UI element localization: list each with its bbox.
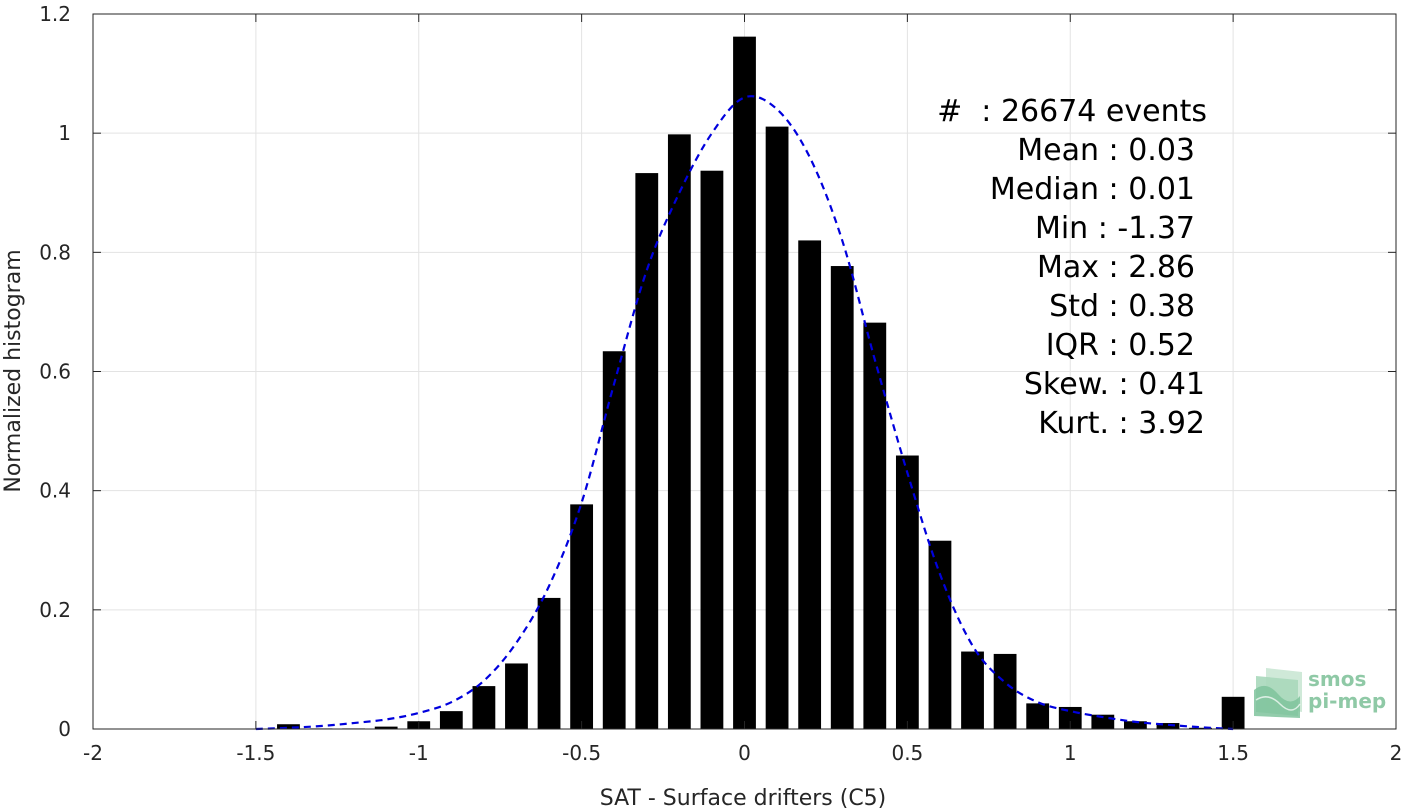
- logo-text-pi-mep: pi-mep: [1308, 689, 1386, 713]
- y-axis-label: Normalized histogram: [1, 249, 26, 492]
- x-tick-label: -1.5: [236, 741, 275, 765]
- histogram-bar: [765, 126, 789, 730]
- histogram-bar: [928, 540, 952, 729]
- stat-std: Std : 0.38: [1049, 289, 1195, 324]
- y-tick-label: 0: [58, 717, 71, 741]
- histogram-bar: [1123, 721, 1147, 729]
- wave-emblem-icon: [1254, 668, 1302, 718]
- histogram-bar: [895, 455, 919, 729]
- histogram-bar: [602, 351, 626, 729]
- stat-min: Min : -1.37: [1035, 211, 1195, 246]
- histogram-bar: [374, 726, 398, 729]
- stat-mean: Mean : 0.03: [1017, 133, 1195, 168]
- x-tick-label: -0.5: [562, 741, 601, 765]
- x-tick-label: 1: [1064, 741, 1077, 765]
- histogram-bar: [472, 686, 496, 729]
- statistics-annotation: # : 26674 events Mean : 0.03 Median : 0.…: [937, 94, 1207, 441]
- x-tick-labels: -2 -1.5 -1 -0.5 0 0.5 1 1.5 2: [83, 741, 1402, 765]
- y-tick-label: 0.6: [39, 360, 71, 384]
- y-tick-label: 1: [58, 121, 71, 145]
- histogram-bar: [1221, 696, 1245, 729]
- x-tick-label: 2: [1390, 741, 1403, 765]
- y-tick-label: 0.2: [39, 598, 71, 622]
- histogram-bar: [537, 597, 561, 729]
- stat-iqr: IQR : 0.52: [1046, 328, 1195, 363]
- histogram-bar: [700, 170, 724, 729]
- histogram-bar: [277, 724, 300, 729]
- stat-events: # : 26674 events: [937, 94, 1207, 129]
- stat-skew: Skew. : 0.41: [1024, 367, 1205, 402]
- histogram-bar: [1156, 723, 1180, 729]
- y-tick-label: 0.4: [39, 479, 71, 503]
- smos-pi-mep-logo: smos pi-mep: [1254, 667, 1386, 718]
- x-tick-label: 0.5: [891, 741, 923, 765]
- x-axis-label: SAT - Surface drifters (C5): [600, 786, 887, 811]
- histogram-bar: [1026, 703, 1050, 729]
- axes-box: [92, 13, 1397, 730]
- histogram-bar: [505, 663, 528, 729]
- histogram-bar: [863, 322, 887, 729]
- histogram-bar: [733, 36, 756, 730]
- x-tick-label: -1: [409, 741, 429, 765]
- y-tick-labels: 0 0.2 0.4 0.6 0.8 1 1.2: [39, 2, 71, 741]
- histogram-bar: [993, 653, 1017, 729]
- x-tick-label: 1.5: [1217, 741, 1249, 765]
- histogram-bar: [830, 266, 854, 729]
- histogram-bar: [570, 504, 594, 729]
- y-tick-label: 1.2: [39, 2, 71, 26]
- stat-kurt: Kurt. : 3.92: [1038, 406, 1205, 441]
- histogram-bar: [1189, 727, 1212, 729]
- histogram-bar: [798, 240, 822, 729]
- stat-median: Median : 0.01: [990, 172, 1195, 207]
- histogram-bar: [961, 651, 984, 729]
- logo-text-smos: smos: [1308, 667, 1366, 691]
- histogram-bar: [635, 173, 659, 729]
- histogram-bars: [277, 36, 1245, 730]
- histogram-bar: [439, 711, 463, 729]
- stat-max: Max : 2.86: [1037, 250, 1195, 285]
- histogram-bar: [667, 134, 691, 729]
- y-tick-label: 0.8: [39, 240, 71, 264]
- x-tick-label: 0: [738, 741, 751, 765]
- x-tick-label: -2: [83, 741, 103, 765]
